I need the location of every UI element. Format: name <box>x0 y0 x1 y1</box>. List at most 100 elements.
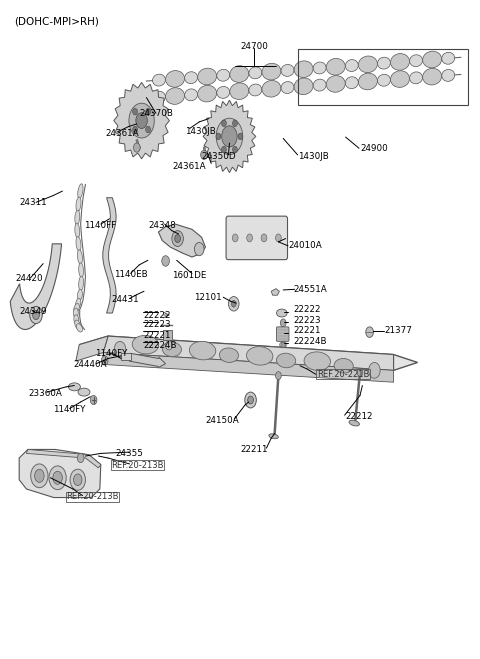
Ellipse shape <box>219 348 239 362</box>
Text: 1140EB: 1140EB <box>114 270 148 279</box>
Circle shape <box>232 120 237 127</box>
Text: 24420: 24420 <box>16 273 44 283</box>
FancyBboxPatch shape <box>276 327 289 341</box>
Polygon shape <box>203 100 256 173</box>
Ellipse shape <box>313 79 326 91</box>
Ellipse shape <box>162 342 181 357</box>
Text: 22211: 22211 <box>240 445 268 454</box>
Ellipse shape <box>326 59 345 75</box>
Ellipse shape <box>217 86 230 98</box>
Circle shape <box>221 146 227 153</box>
Ellipse shape <box>76 299 81 308</box>
Ellipse shape <box>75 210 80 225</box>
Ellipse shape <box>276 309 287 317</box>
Text: 24440A: 24440A <box>73 360 107 369</box>
Polygon shape <box>19 449 101 498</box>
Text: 1430JB: 1430JB <box>185 127 216 136</box>
Ellipse shape <box>442 69 455 81</box>
Ellipse shape <box>377 57 390 69</box>
Text: 24349: 24349 <box>19 306 47 316</box>
Circle shape <box>31 464 48 488</box>
Circle shape <box>146 108 151 115</box>
FancyArrow shape <box>136 139 141 151</box>
Ellipse shape <box>249 84 262 96</box>
Ellipse shape <box>359 73 377 90</box>
Circle shape <box>261 234 267 242</box>
Circle shape <box>70 469 85 490</box>
Ellipse shape <box>74 304 79 312</box>
Ellipse shape <box>78 184 83 198</box>
Text: 1140FF: 1140FF <box>84 221 116 230</box>
Text: 24150A: 24150A <box>205 416 239 425</box>
Text: 24700: 24700 <box>240 42 268 51</box>
Ellipse shape <box>345 76 358 88</box>
Ellipse shape <box>74 315 79 324</box>
Ellipse shape <box>132 335 158 354</box>
Circle shape <box>201 150 207 159</box>
Circle shape <box>49 466 66 490</box>
Ellipse shape <box>247 347 273 365</box>
Ellipse shape <box>359 56 377 72</box>
Circle shape <box>30 306 42 324</box>
Text: 1140FY: 1140FY <box>53 405 85 415</box>
Circle shape <box>132 127 137 133</box>
Ellipse shape <box>249 67 262 79</box>
Circle shape <box>232 234 238 242</box>
Circle shape <box>231 301 236 307</box>
Ellipse shape <box>326 76 345 92</box>
Text: 23360A: 23360A <box>29 389 63 398</box>
Circle shape <box>194 243 204 256</box>
Circle shape <box>357 368 363 376</box>
Circle shape <box>172 231 183 246</box>
Text: REF.20-213B: REF.20-213B <box>66 492 119 501</box>
Text: (DOHC-MPI>RH): (DOHC-MPI>RH) <box>14 16 99 26</box>
Text: 1601DE: 1601DE <box>172 271 206 280</box>
Circle shape <box>222 126 237 147</box>
Ellipse shape <box>304 352 330 370</box>
Ellipse shape <box>281 65 294 76</box>
Text: 24900: 24900 <box>360 144 388 154</box>
Ellipse shape <box>262 80 281 97</box>
Ellipse shape <box>230 66 249 82</box>
Text: REF.20-221B: REF.20-221B <box>317 370 369 379</box>
Polygon shape <box>158 224 205 257</box>
Ellipse shape <box>269 434 278 439</box>
Ellipse shape <box>391 71 409 88</box>
Polygon shape <box>79 336 418 370</box>
Ellipse shape <box>78 388 90 396</box>
Ellipse shape <box>75 320 80 329</box>
Ellipse shape <box>77 289 83 301</box>
Circle shape <box>369 362 380 378</box>
Text: 22222: 22222 <box>294 305 321 314</box>
Circle shape <box>232 146 237 153</box>
FancyArrow shape <box>203 146 208 158</box>
Text: 24350D: 24350D <box>201 152 236 161</box>
Text: 24431: 24431 <box>111 295 139 304</box>
Ellipse shape <box>391 53 409 71</box>
Ellipse shape <box>377 74 390 86</box>
Ellipse shape <box>276 353 296 368</box>
Circle shape <box>216 118 243 155</box>
Text: 12101: 12101 <box>194 293 222 302</box>
Text: 22223: 22223 <box>294 316 322 325</box>
Ellipse shape <box>313 62 326 74</box>
Circle shape <box>33 310 39 320</box>
Circle shape <box>280 319 286 327</box>
Ellipse shape <box>75 223 80 238</box>
Ellipse shape <box>185 72 198 84</box>
Text: 24361A: 24361A <box>106 129 139 138</box>
Ellipse shape <box>198 85 216 102</box>
Ellipse shape <box>423 69 442 85</box>
Polygon shape <box>76 336 108 361</box>
Ellipse shape <box>442 52 455 64</box>
Circle shape <box>162 256 169 266</box>
FancyBboxPatch shape <box>226 216 288 260</box>
Ellipse shape <box>423 51 442 68</box>
Ellipse shape <box>345 59 358 71</box>
Ellipse shape <box>166 71 184 87</box>
Circle shape <box>245 392 256 408</box>
Text: 22224B: 22224B <box>294 337 327 346</box>
Ellipse shape <box>198 68 216 85</box>
Polygon shape <box>271 289 279 295</box>
Ellipse shape <box>217 69 230 81</box>
